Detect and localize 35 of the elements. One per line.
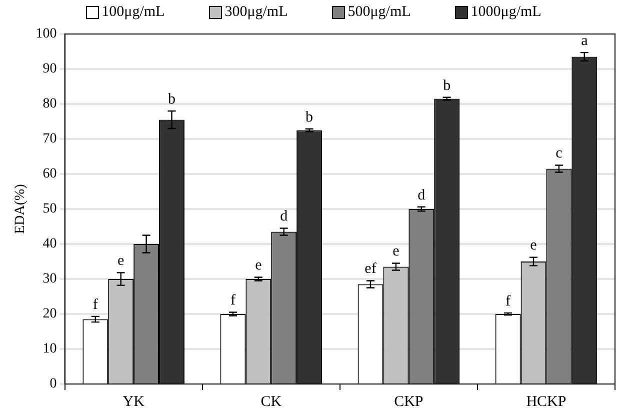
data-label: b xyxy=(168,91,176,108)
data-label: f xyxy=(506,293,511,310)
x-tick-label: CKP xyxy=(394,394,424,410)
legend-label: 500μg/mL xyxy=(348,4,411,21)
data-label: f xyxy=(92,296,98,313)
x-tick-label: YK xyxy=(122,394,145,410)
y-tick-label: 90 xyxy=(42,62,57,77)
data-label: a xyxy=(581,32,588,49)
data-label: d xyxy=(418,187,426,204)
x-tick-label: HCKP xyxy=(526,394,566,410)
data-label: ef xyxy=(364,261,376,278)
data-label: e xyxy=(530,238,538,254)
legend-label: 1000μg/mL xyxy=(470,4,542,21)
y-tick-label: 20 xyxy=(42,306,57,322)
data-label: c xyxy=(556,146,563,162)
data-label: b xyxy=(443,78,451,94)
y-tick-label: 0 xyxy=(50,376,57,392)
x-tick-label: CK xyxy=(260,394,282,410)
y-tick-label: 70 xyxy=(42,132,57,147)
legend-label: 100μg/mL xyxy=(102,4,165,21)
data-label: e xyxy=(255,258,262,274)
data-label: e xyxy=(392,244,400,260)
y-tick-label: 40 xyxy=(42,236,57,252)
y-axis-title: EDA(%) xyxy=(13,184,28,234)
y-tick-label: 50 xyxy=(42,202,57,217)
y-tick-label: 10 xyxy=(42,342,57,357)
y-tick-label: 30 xyxy=(42,272,57,287)
y-tick-label: 100 xyxy=(36,26,57,42)
y-tick-label: 60 xyxy=(42,166,57,182)
data-label: d xyxy=(280,208,288,225)
data-label: b xyxy=(306,109,314,126)
y-tick-label: 80 xyxy=(42,96,57,112)
data-label: e xyxy=(118,253,125,270)
legend-label: 300μg/mL xyxy=(224,4,288,21)
data-label: f xyxy=(230,292,236,309)
